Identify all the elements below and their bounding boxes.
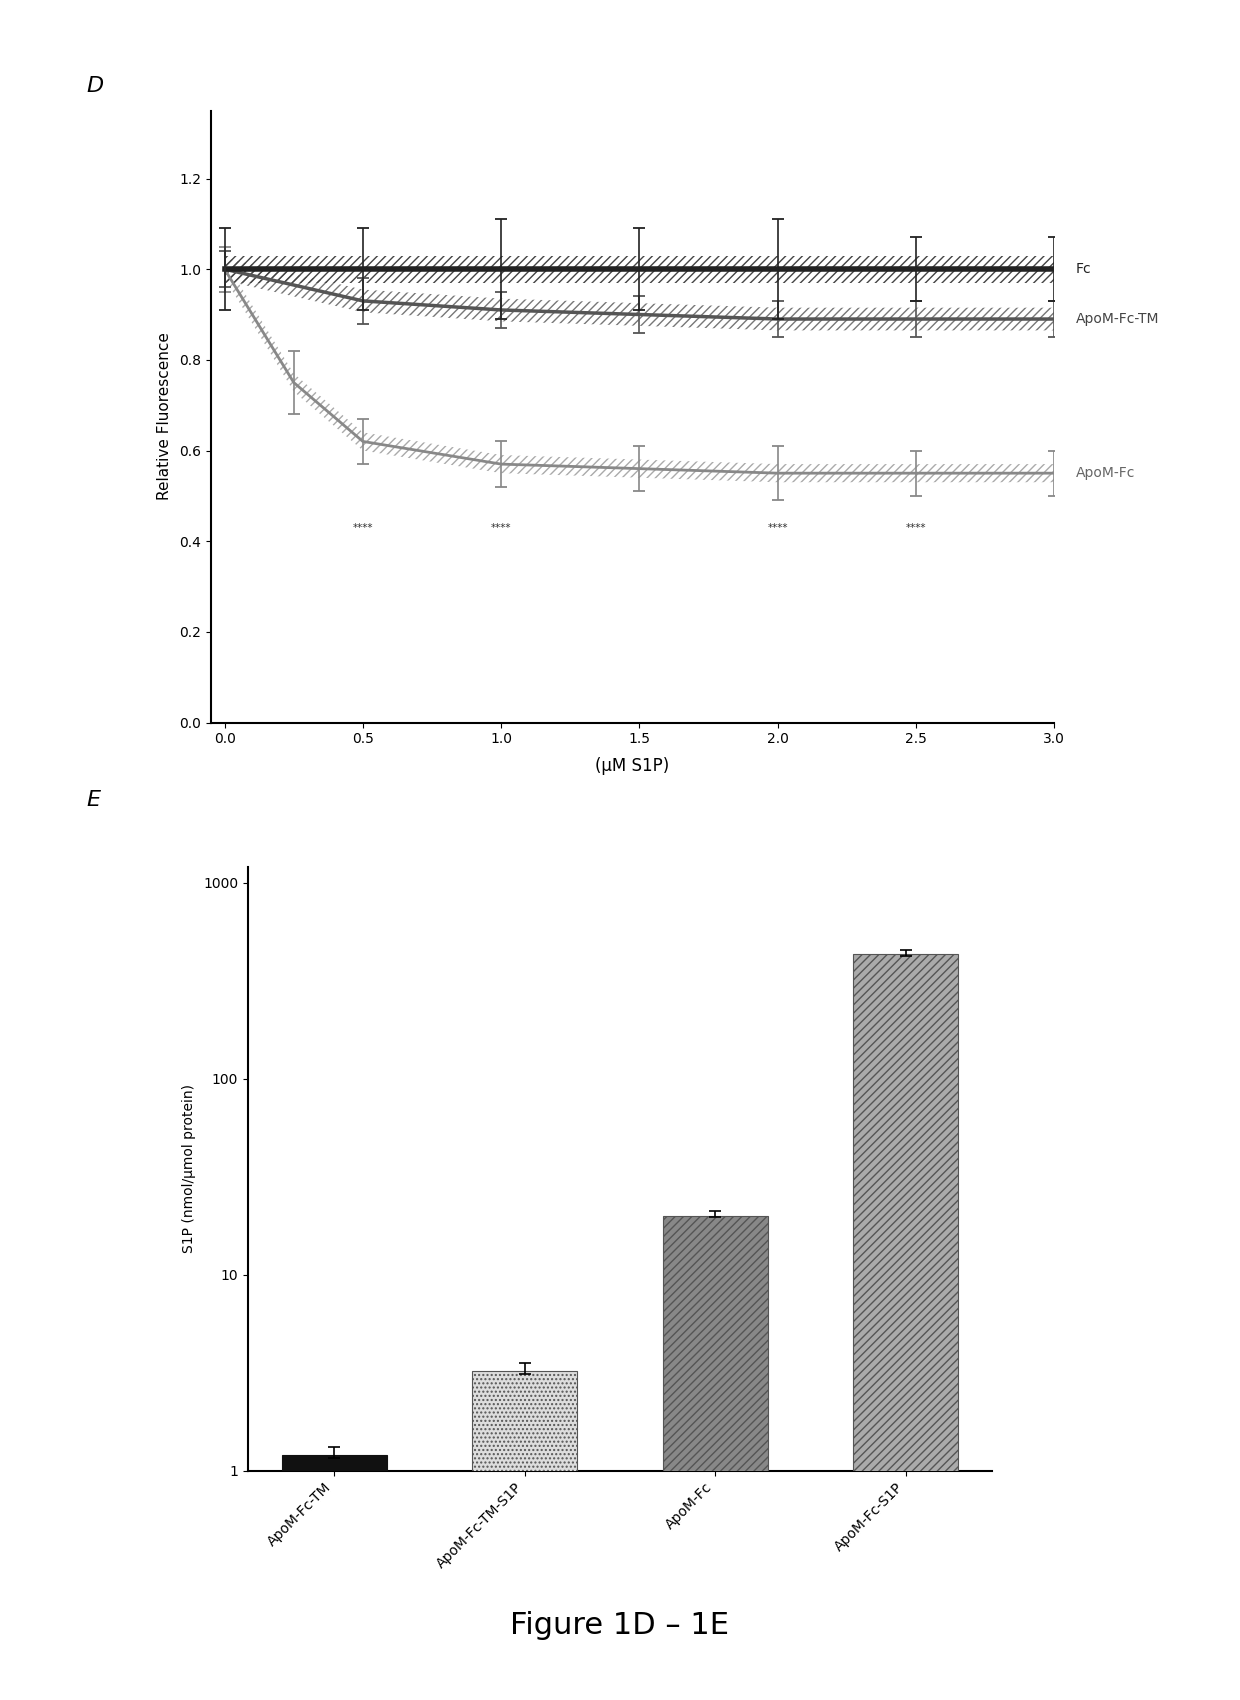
Text: Figure 1D – 1E: Figure 1D – 1E bbox=[511, 1612, 729, 1640]
X-axis label: (μM S1P): (μM S1P) bbox=[595, 756, 670, 775]
Y-axis label: S1P (nmol/μmol protein): S1P (nmol/μmol protein) bbox=[182, 1085, 196, 1253]
Text: ****: **** bbox=[352, 524, 373, 534]
Text: D: D bbox=[87, 76, 104, 97]
Text: ApoM-Fc-TM: ApoM-Fc-TM bbox=[1076, 313, 1159, 326]
Text: ****: **** bbox=[905, 524, 926, 534]
Bar bbox=[472, 1372, 577, 1700]
Bar bbox=[663, 1216, 768, 1700]
Bar bbox=[853, 954, 959, 1700]
Bar bbox=[281, 1455, 387, 1700]
Y-axis label: Relative Fluorescence: Relative Fluorescence bbox=[157, 333, 172, 500]
Text: E: E bbox=[87, 790, 100, 811]
Text: Fc: Fc bbox=[1076, 262, 1091, 275]
Text: ****: **** bbox=[768, 524, 787, 534]
Text: ****: **** bbox=[491, 524, 511, 534]
Text: ApoM-Fc: ApoM-Fc bbox=[1076, 466, 1136, 479]
